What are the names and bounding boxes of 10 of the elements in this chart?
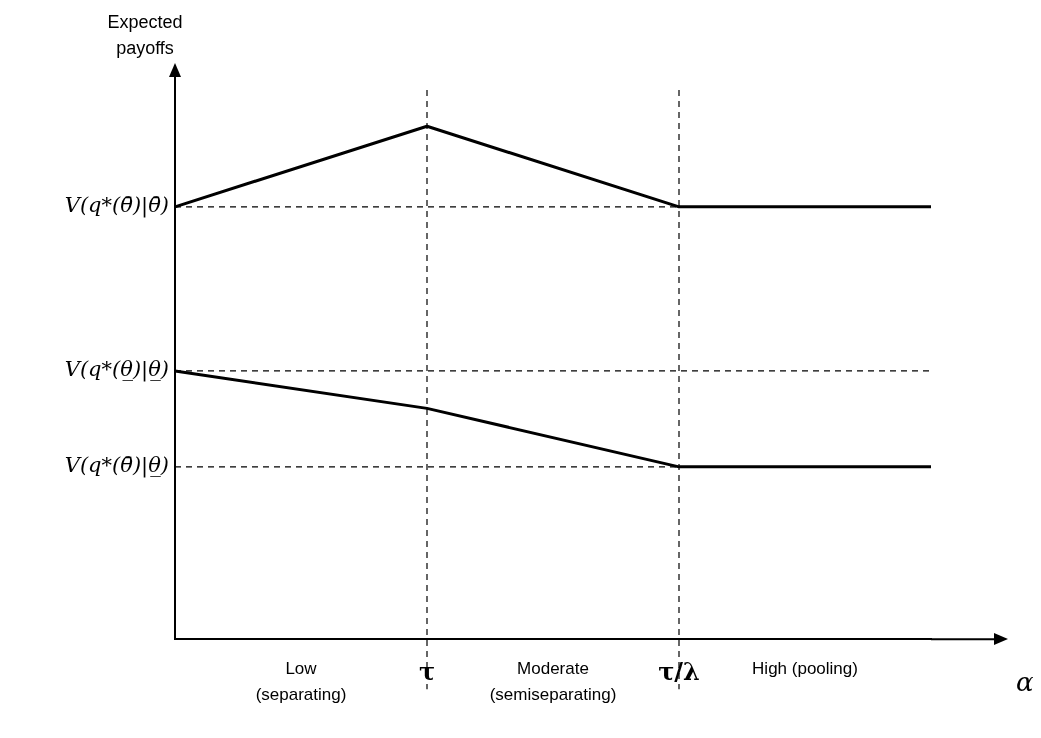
- ref-line-label: V(q*(θ̄)|θ̲): [64, 453, 169, 479]
- ref-line-label: V(q*(θ̲)|θ̲): [64, 357, 169, 383]
- x-tick-label: τ/λ: [658, 656, 700, 686]
- ref-line-label: V(q*(θ̄)|θ̄): [64, 193, 169, 219]
- x-tick-label: τ: [418, 656, 436, 686]
- y-axis-title: Expected payoffs: [107, 11, 183, 58]
- text: High (pooling): [752, 658, 858, 678]
- text: Moderate (semiseparating): [489, 658, 617, 704]
- x-axis-title: α: [1016, 666, 1034, 697]
- text: Low (separating): [255, 658, 347, 704]
